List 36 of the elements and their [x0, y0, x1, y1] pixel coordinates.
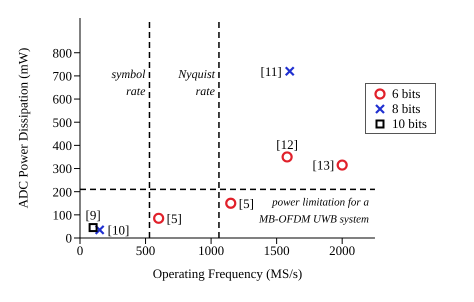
point [225, 198, 236, 209]
point [94, 224, 105, 235]
annotation: [10] [108, 222, 130, 238]
y-tick-label: 300 [52, 161, 72, 176]
legend-label: 8 bits [392, 101, 420, 116]
annotation: [12] [276, 136, 298, 152]
ref-line-label: power limitation for a MB-OFDM UWB system [258, 196, 370, 226]
legend-label: 6 bits [392, 86, 420, 101]
point [282, 151, 293, 163]
y-tick-label: 0 [66, 230, 72, 246]
legend-label: 10 bits [392, 116, 427, 131]
ref-line-label: symbol rate [111, 67, 146, 98]
point [88, 223, 98, 232]
annotation: [5] [238, 196, 254, 211]
y-tick-label: 700 [52, 68, 72, 84]
point [284, 66, 295, 76]
annotation: [11] [260, 64, 282, 79]
y-axis-title: ADC Power Dissipation (mW) [16, 48, 31, 208]
ref-line-label: Nyquist rate [177, 67, 216, 98]
annotation: [5] [166, 210, 182, 226]
x-tick-label: 1000 [198, 243, 224, 258]
y-tick-label: 100 [52, 207, 72, 222]
x-tick-label: 500 [136, 243, 156, 258]
y-tick-label: 600 [52, 92, 72, 107]
x-tick-label: 2000 [329, 243, 356, 258]
annotation: [9] [86, 208, 101, 223]
y-tick-label: 500 [52, 114, 72, 130]
y-tick-label: 200 [52, 184, 72, 200]
x-tick-label: 0 [76, 243, 84, 258]
point [336, 159, 348, 171]
y-tick-label: 800 [52, 45, 72, 60]
x-axis-title: Operating Frequency (MS/s) [152, 266, 302, 281]
x-tick-label: 1500 [264, 243, 290, 258]
point [153, 212, 164, 224]
y-tick-label: 400 [52, 138, 72, 153]
annotation: [13] [312, 158, 334, 173]
